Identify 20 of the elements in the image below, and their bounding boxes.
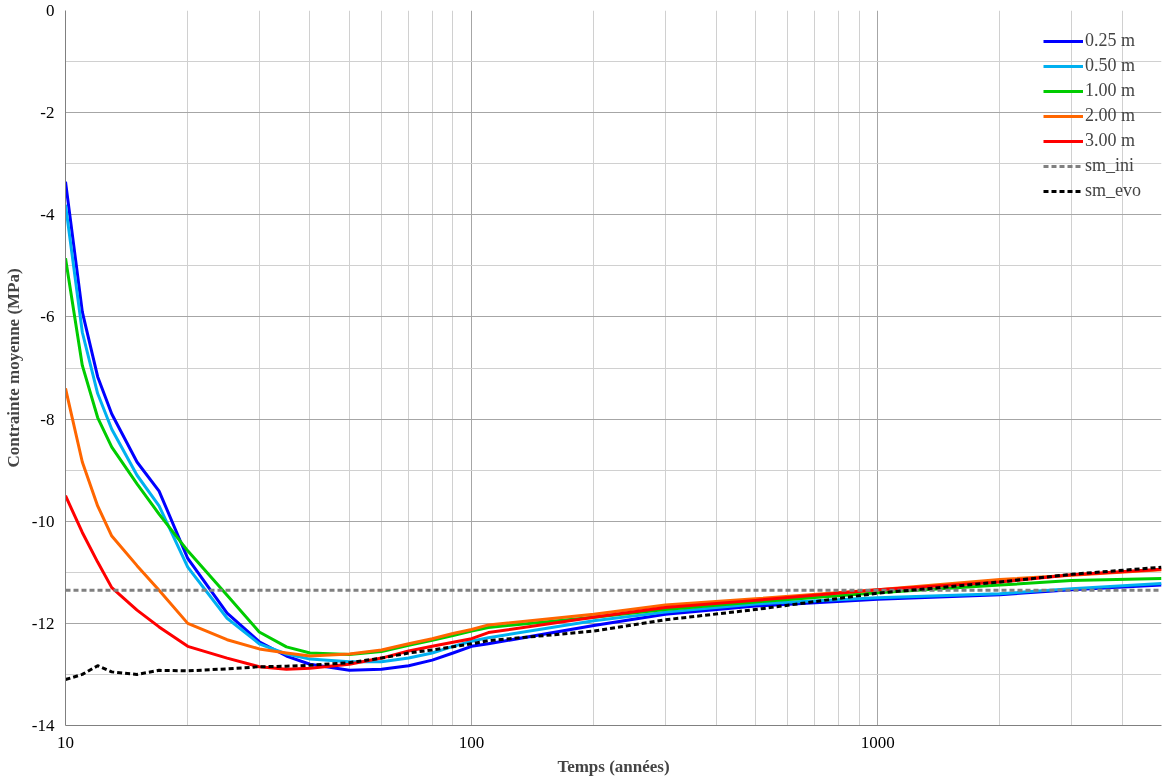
x-tick-label: 100 [458,732,485,752]
legend-label: 2.00 m [1085,105,1136,126]
y-tick-label: -10 [31,511,55,531]
y-tick-label: -8 [40,409,55,429]
legend-label: 3.00 m [1085,130,1136,151]
y-tick-label: -6 [40,307,55,327]
x-tick-label: 1000 [860,732,895,752]
legend-label: sm_evo [1085,180,1141,201]
y-tick-label: -4 [40,205,55,225]
y-tick-label: 0 [46,1,55,20]
y-tick-label: -12 [31,613,55,633]
y-axis-title: Contrainte moyenne (MPa) [3,268,23,468]
legend-label: sm_ini [1085,155,1135,176]
legend-label: 1.00 m [1085,80,1136,101]
y-tick-label: -14 [31,716,55,735]
legend-label: 0.50 m [1085,55,1136,76]
x-tick-label: 10 [57,732,74,752]
x-axis-title: Temps (années) [557,756,670,776]
legend-label: 0.25 m [1085,30,1136,51]
y-tick-label: -2 [40,103,55,123]
